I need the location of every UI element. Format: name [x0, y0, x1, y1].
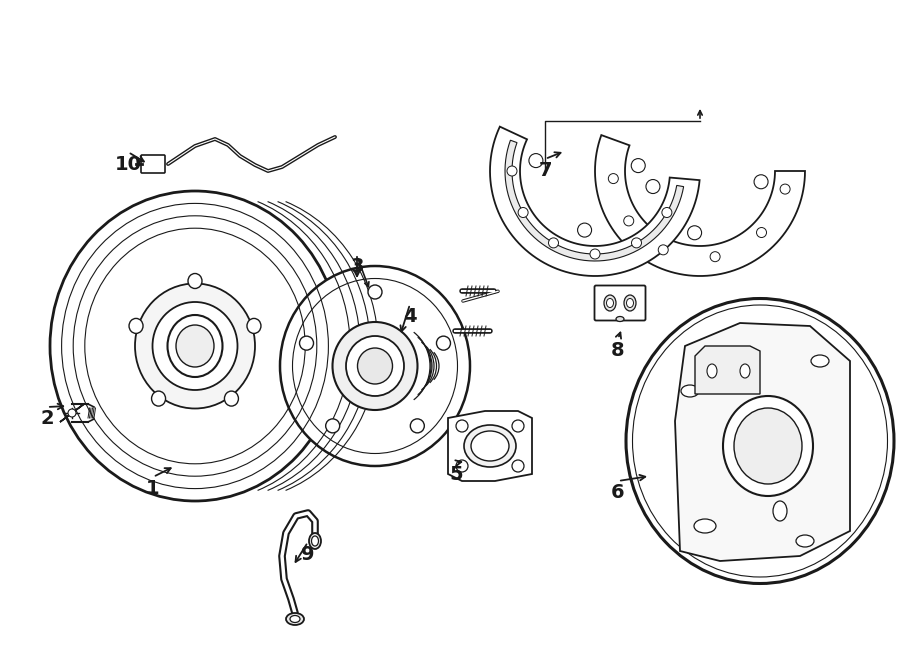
Circle shape: [512, 460, 524, 472]
Polygon shape: [595, 135, 805, 276]
Ellipse shape: [346, 336, 404, 396]
Text: 3: 3: [350, 256, 364, 276]
Ellipse shape: [300, 336, 313, 350]
Ellipse shape: [734, 408, 802, 484]
Circle shape: [662, 208, 672, 217]
Circle shape: [529, 153, 543, 168]
Ellipse shape: [773, 501, 787, 521]
Circle shape: [632, 238, 642, 248]
Ellipse shape: [624, 295, 636, 311]
Ellipse shape: [188, 274, 202, 288]
Ellipse shape: [167, 315, 222, 377]
Circle shape: [688, 226, 702, 240]
FancyBboxPatch shape: [141, 155, 165, 173]
Ellipse shape: [290, 615, 300, 623]
Circle shape: [608, 174, 618, 184]
Polygon shape: [505, 140, 684, 261]
Text: 10: 10: [114, 155, 141, 173]
Ellipse shape: [176, 325, 214, 367]
Ellipse shape: [811, 355, 829, 367]
Ellipse shape: [309, 533, 321, 549]
Ellipse shape: [326, 419, 339, 433]
Circle shape: [658, 245, 668, 255]
Text: 9: 9: [302, 545, 315, 563]
Ellipse shape: [286, 613, 304, 625]
Ellipse shape: [464, 425, 516, 467]
Ellipse shape: [332, 322, 418, 410]
Circle shape: [754, 175, 768, 189]
Circle shape: [780, 184, 790, 194]
Polygon shape: [448, 411, 532, 481]
Ellipse shape: [616, 317, 624, 321]
Ellipse shape: [604, 295, 616, 311]
Circle shape: [518, 208, 528, 217]
Ellipse shape: [135, 284, 255, 408]
Ellipse shape: [368, 285, 382, 299]
Ellipse shape: [410, 419, 424, 433]
FancyBboxPatch shape: [595, 286, 645, 321]
Ellipse shape: [707, 364, 717, 378]
Circle shape: [456, 420, 468, 432]
Ellipse shape: [357, 348, 392, 384]
Ellipse shape: [129, 319, 143, 333]
Ellipse shape: [280, 266, 470, 466]
Text: 6: 6: [611, 483, 625, 502]
Ellipse shape: [713, 362, 727, 380]
Circle shape: [548, 238, 559, 248]
Text: 5: 5: [449, 465, 463, 485]
Ellipse shape: [723, 396, 813, 496]
Text: 2: 2: [40, 410, 54, 428]
Ellipse shape: [740, 364, 750, 378]
Ellipse shape: [151, 391, 166, 406]
Circle shape: [68, 409, 76, 417]
Text: 4: 4: [403, 307, 417, 325]
Ellipse shape: [436, 336, 451, 350]
Circle shape: [631, 159, 645, 173]
Ellipse shape: [224, 391, 238, 406]
Text: 7: 7: [538, 161, 552, 180]
Ellipse shape: [694, 519, 716, 533]
Polygon shape: [675, 323, 850, 561]
Circle shape: [456, 460, 468, 472]
Polygon shape: [490, 127, 699, 276]
Circle shape: [646, 180, 660, 194]
Ellipse shape: [626, 299, 634, 307]
Circle shape: [578, 223, 591, 237]
Circle shape: [757, 227, 767, 237]
Circle shape: [590, 249, 600, 259]
Ellipse shape: [681, 385, 699, 397]
Polygon shape: [695, 346, 760, 394]
Ellipse shape: [626, 299, 894, 584]
Text: 1: 1: [146, 479, 160, 498]
Circle shape: [624, 216, 634, 226]
Circle shape: [710, 252, 720, 262]
Ellipse shape: [247, 319, 261, 333]
Polygon shape: [60, 404, 84, 422]
Ellipse shape: [796, 535, 814, 547]
Circle shape: [507, 166, 517, 176]
Ellipse shape: [311, 536, 319, 546]
Text: 8: 8: [611, 342, 625, 360]
Circle shape: [512, 420, 524, 432]
Ellipse shape: [607, 299, 614, 307]
Ellipse shape: [152, 302, 238, 390]
Ellipse shape: [50, 191, 340, 501]
Ellipse shape: [471, 431, 509, 461]
